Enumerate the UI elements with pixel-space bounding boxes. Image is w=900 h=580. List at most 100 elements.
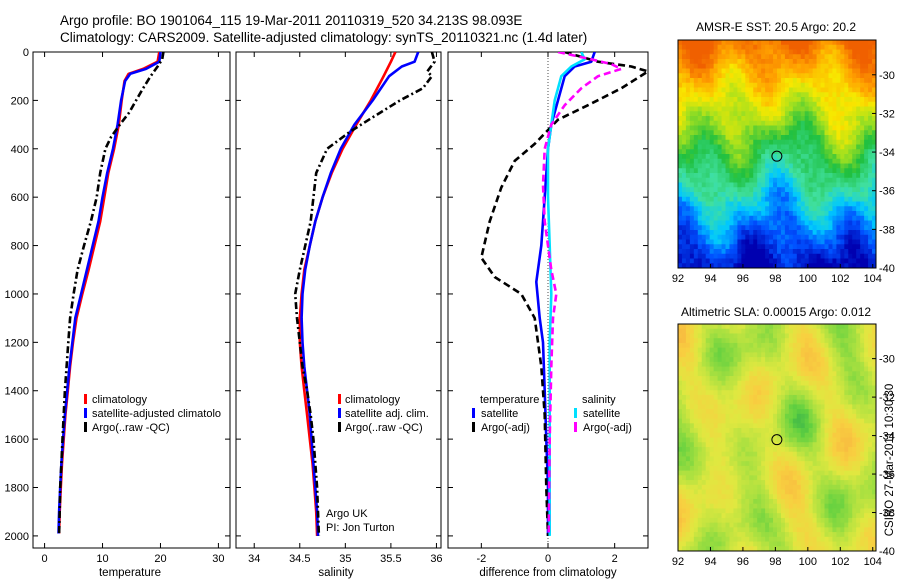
heatmap-cell (836, 522, 841, 528)
heatmap-cell (852, 451, 857, 457)
heatmap-cell (828, 508, 833, 514)
heatmap-cell (749, 342, 754, 349)
heatmap-cell (777, 413, 782, 420)
heatmap-cell (844, 173, 849, 179)
heatmap-cell (717, 54, 723, 60)
heatmap-cell (709, 522, 715, 528)
heatmap-cell (705, 361, 711, 368)
heatmap-cell (780, 201, 786, 207)
heatmap-cell (800, 144, 806, 150)
heatmap-cell (745, 328, 750, 334)
heatmap-cell (812, 517, 818, 524)
heatmap-cell (717, 513, 723, 519)
heatmap-cell (689, 253, 695, 259)
heatmap-cell (765, 475, 770, 481)
heatmap-cell (705, 87, 711, 93)
heatmap-cell (780, 206, 786, 212)
heatmap-cell (729, 106, 734, 112)
heatmap-cell (697, 470, 703, 476)
heatmap-cell (840, 230, 845, 236)
heatmap-cell (773, 220, 778, 226)
heatmap-cell (765, 120, 770, 126)
heatmap-cell (820, 546, 826, 552)
heatmap-cell (757, 78, 762, 84)
heatmap-cell (693, 399, 699, 405)
heatmap-cell (784, 376, 790, 382)
heatmap-cell (816, 347, 822, 353)
heatmap-cell (678, 413, 683, 420)
heatmap-cell (864, 357, 869, 363)
heatmap-cell (864, 173, 869, 179)
heatmap-cell (840, 106, 845, 112)
heatmap-cell (812, 220, 818, 226)
heatmap-cell (745, 154, 750, 160)
heatmap-cell (717, 249, 723, 255)
heatmap-cell (864, 253, 869, 259)
heatmap-cell (709, 40, 715, 46)
heatmap-cell (689, 44, 695, 50)
heatmap-cell (848, 423, 853, 429)
heatmap-cell (796, 494, 802, 500)
heatmap-cell (678, 352, 683, 358)
heatmap-cell (705, 92, 711, 98)
heatmap-cell (856, 394, 861, 401)
heatmap-cell (757, 230, 762, 236)
heatmap-cell (860, 154, 865, 160)
heatmap-cell (808, 192, 814, 198)
heatmap-cell (784, 532, 790, 538)
heatmap-cell (685, 437, 691, 443)
heatmap-cell (796, 480, 802, 486)
heatmap-cell (689, 63, 695, 69)
heatmap-cell (725, 451, 730, 457)
heatmap-cell (860, 546, 865, 552)
heatmap-cell (864, 206, 869, 212)
heatmap-cell (812, 192, 818, 198)
heatmap-cell (729, 263, 734, 269)
heatmap-cell (844, 40, 849, 46)
heatmap-cell (784, 413, 790, 420)
heatmap-cell (749, 215, 754, 221)
heatmap-cell (848, 361, 853, 368)
heatmap-cell (685, 130, 691, 136)
heatmap-cell (725, 376, 730, 382)
heatmap-cell (693, 97, 699, 103)
heatmap-cell (812, 371, 818, 377)
heatmap-cell (852, 532, 857, 538)
heatmap-cell (745, 527, 750, 533)
heatmap-cell (792, 475, 798, 481)
heatmap-cell (860, 173, 865, 179)
heatmap-cell (733, 249, 738, 255)
heatmap-cell (745, 546, 750, 552)
heatmap-cell (741, 470, 746, 476)
heatmap-cell (848, 116, 853, 122)
heatmap-cell (836, 87, 841, 93)
heatmap-cell (848, 442, 853, 448)
heatmap-cell (725, 73, 730, 79)
heatmap-cell (872, 352, 877, 358)
heatmap-cell (761, 394, 766, 401)
heatmap-cell (769, 49, 774, 55)
heatmap-cell (685, 470, 691, 476)
heatmap-cell (808, 371, 814, 377)
heatmap-cell (729, 399, 734, 405)
heatmap-cell (729, 158, 734, 164)
heatmap-cell (784, 144, 790, 150)
heatmap-cell (689, 484, 695, 491)
heatmap-cell (840, 215, 845, 221)
heatmap-cell (729, 508, 734, 514)
heatmap-cell (709, 120, 715, 126)
heatmap-cell (828, 546, 833, 552)
heatmap-cell (705, 73, 711, 79)
heatmap-cell (737, 196, 742, 202)
heatmap-cell (784, 63, 790, 69)
heatmap-cell (737, 517, 742, 524)
heatmap-cell (848, 244, 853, 250)
heatmap-cell (868, 484, 873, 491)
heatmap-cell (852, 338, 857, 344)
heatmap-cell (788, 461, 794, 467)
heatmap-cell (840, 234, 845, 240)
heatmap-cell (836, 347, 841, 353)
heatmap-cell (681, 461, 687, 467)
heatmap-cell (852, 135, 857, 141)
heatmap-cell (705, 234, 711, 240)
